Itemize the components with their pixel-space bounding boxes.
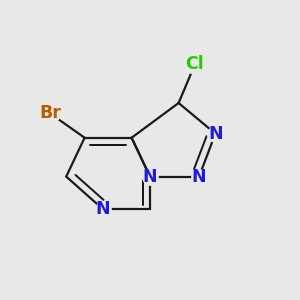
Text: N: N (208, 125, 223, 143)
Text: Br: Br (39, 104, 61, 122)
Text: N: N (143, 168, 157, 186)
Text: N: N (192, 168, 206, 186)
Text: N: N (96, 200, 110, 218)
Text: Cl: Cl (186, 55, 204, 73)
